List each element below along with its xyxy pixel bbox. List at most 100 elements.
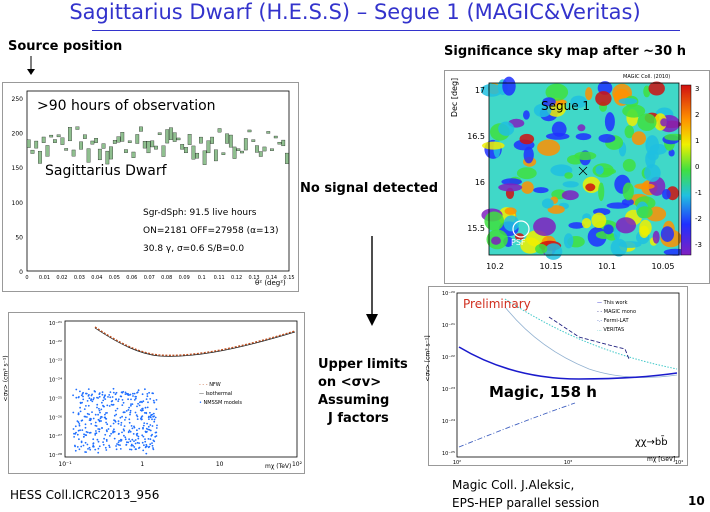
nmssm-point <box>87 448 89 450</box>
nmssm-point <box>125 443 128 446</box>
skymap-xtick: 10.15 <box>540 262 563 271</box>
nmssm-point <box>117 398 120 401</box>
hist-bar <box>64 148 69 151</box>
magic-ytick: 10⁻²² <box>442 355 455 361</box>
slide-title: Sagittarius Dwarf (H.E.S.S) – Segue 1 (M… <box>69 0 641 24</box>
nmssm-point <box>155 399 158 401</box>
skymap-blob <box>585 183 596 192</box>
skymap-blob <box>621 198 634 206</box>
nmssm-point <box>151 442 153 444</box>
nmssm-point <box>122 428 125 431</box>
nmssm-point <box>79 410 82 413</box>
nmssm-point <box>72 394 74 397</box>
hist-bar <box>281 139 286 147</box>
skymap-blob <box>480 83 503 97</box>
hist-xtick: 0.07 <box>144 275 155 281</box>
skymap-blob <box>624 125 635 139</box>
nmssm-point <box>102 443 105 446</box>
hist-bar <box>236 148 241 151</box>
hist-ytick: 150 <box>12 165 24 172</box>
nmssm-point <box>82 395 84 398</box>
magic-ytick: 10⁻²³ <box>442 387 455 393</box>
nmssm-point <box>141 418 143 421</box>
hist-bar <box>187 134 192 145</box>
nmssm-point <box>87 388 90 390</box>
nmssm-point <box>113 414 116 417</box>
nmssm-point <box>103 395 106 398</box>
hist-bar <box>109 146 113 160</box>
nmssm-point <box>110 432 112 435</box>
hist-bar <box>180 144 185 150</box>
nmssm-point <box>119 448 122 450</box>
nmssm-point <box>73 436 75 438</box>
colorbar-tick: 2 <box>695 111 699 119</box>
nmssm-point <box>156 424 158 427</box>
nmssm-point <box>113 430 116 433</box>
hess-credit: HESS Coll.ICRC2013_956 <box>10 488 160 502</box>
hist-bar <box>105 150 110 165</box>
hist-bar <box>262 146 267 152</box>
nmssm-point <box>88 397 91 400</box>
nmssm-point <box>142 435 145 438</box>
nmssm-point <box>95 430 97 432</box>
nmssm-point <box>82 398 85 401</box>
nmssm-point <box>137 389 140 392</box>
skymap-blob <box>521 181 534 194</box>
nmssm-point <box>114 393 117 396</box>
nmssm-point <box>78 424 81 427</box>
hist-bar <box>53 139 57 143</box>
nmssm-point <box>93 397 95 399</box>
nmssm-point <box>152 448 155 451</box>
nmssm-point <box>142 400 145 403</box>
nmssm-point <box>147 416 150 419</box>
nmssm-point <box>79 390 81 393</box>
skymap-blob <box>660 118 668 127</box>
hess-limit-xtick: 10⁻¹ <box>58 461 72 468</box>
hist-bar <box>68 127 72 142</box>
nmssm-point <box>132 444 134 447</box>
magic-legend: — This work - - MAGIC mono -.- Fermi-LAT… <box>597 300 637 333</box>
colorbar-tick: 0 <box>695 163 699 171</box>
nmssm-point <box>139 409 142 412</box>
nmssm-point <box>127 409 130 411</box>
nmssm-point <box>86 443 89 446</box>
skymap-blob <box>516 167 537 180</box>
nmssm-point <box>76 420 79 422</box>
hist-bar <box>49 134 54 138</box>
magic-ytick: 10⁻²¹ <box>442 323 455 329</box>
source-position-label: Source position <box>8 39 123 54</box>
hist-xtick: 0.06 <box>126 275 137 281</box>
hist-bar <box>124 149 128 153</box>
nmssm-point <box>101 427 103 429</box>
nmssm-point <box>74 449 77 452</box>
nmssm-point <box>108 405 111 407</box>
skymap-blob <box>603 224 614 235</box>
nmssm-point <box>90 399 92 402</box>
nmssm-point <box>106 423 109 426</box>
nmssm-point <box>129 430 132 433</box>
nmssm-point <box>78 448 81 451</box>
nmssm-point <box>131 438 134 441</box>
magic-xlabel: mχ [GeV] <box>647 456 676 463</box>
nmssm-point <box>96 406 98 409</box>
nmssm-point <box>155 408 158 410</box>
nmssm-point <box>121 415 123 418</box>
legend-veritas: VERITAS <box>603 327 625 333</box>
nmssm-point <box>132 392 134 395</box>
nmssm-point <box>150 434 153 437</box>
nmssm-point <box>138 447 140 449</box>
nmssm-point <box>122 401 125 404</box>
nmssm-point <box>137 437 140 440</box>
skymap-blob <box>598 134 616 143</box>
colorbar-tick: -2 <box>695 215 702 223</box>
hist-ytick: 0 <box>19 269 23 276</box>
hist-xtick: 0.12 <box>231 275 242 281</box>
hist-ytick: 200 <box>12 131 24 138</box>
hist-bar <box>213 149 218 162</box>
nmssm-point <box>101 391 104 393</box>
nmssm-point <box>140 400 142 403</box>
hess-limit-legend: - - - NFW — Isothermal • NMSSM models <box>199 382 243 406</box>
nmssm-point <box>83 415 86 418</box>
skymap-blob <box>645 150 656 169</box>
skymap-blob <box>660 226 674 243</box>
